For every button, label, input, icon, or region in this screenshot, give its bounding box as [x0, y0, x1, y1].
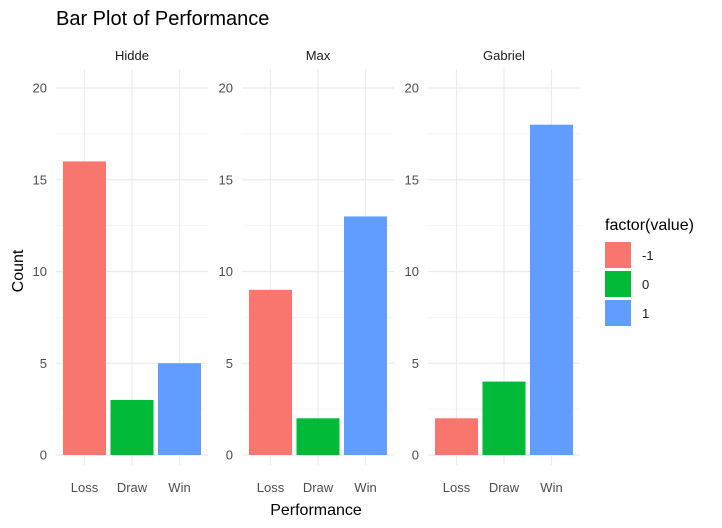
x-tick-label: Win: [540, 480, 562, 495]
y-axis-title: Count: [10, 249, 27, 292]
y-tick-label: 15: [219, 172, 233, 187]
bar-max-loss: [249, 289, 292, 455]
bar-hidde-loss: [63, 161, 106, 455]
x-tick-label: Draw: [489, 480, 520, 495]
y-tick-label: 20: [219, 81, 233, 96]
legend-key: [605, 300, 631, 326]
x-tick-label: Loss: [443, 480, 471, 495]
y-tick-label: 5: [412, 356, 419, 371]
x-tick-label: Draw: [117, 480, 148, 495]
bar-max-win: [344, 216, 387, 455]
y-tick-label: 10: [33, 264, 47, 279]
x-tick-label: Draw: [303, 480, 334, 495]
x-axis-title: Performance: [270, 502, 362, 519]
x-tick-label: Win: [354, 480, 376, 495]
y-tick-label: 10: [405, 264, 419, 279]
y-tick-label: 5: [40, 356, 47, 371]
bar-gabriel-win: [530, 124, 573, 455]
y-tick-label: 10: [219, 264, 233, 279]
legend-key: [605, 271, 631, 297]
legend: factor(value) -1 0 1: [605, 217, 694, 326]
y-tick-label: 0: [226, 448, 233, 463]
legend-label: 1: [642, 306, 649, 321]
chart-title: Bar Plot of Performance: [56, 8, 269, 30]
bar-hidde-draw: [110, 399, 154, 455]
y-tick-label: 5: [226, 356, 233, 371]
y-tick-label: 15: [33, 172, 47, 187]
x-tick-label: Loss: [257, 480, 285, 495]
y-tick-label: 15: [405, 172, 419, 187]
x-tick-label: Loss: [71, 480, 99, 495]
panel-label: Max: [306, 48, 331, 63]
legend-title: factor(value): [605, 217, 694, 234]
legend-label: 0: [642, 277, 649, 292]
panel-hidde: Hidde 0 5 10 15 20 Loss Draw Win: [33, 48, 208, 495]
bar-gabriel-loss: [435, 418, 478, 455]
y-tick-label: 0: [40, 448, 47, 463]
x-tick-label: Win: [168, 480, 190, 495]
bar-gabriel-draw: [482, 381, 526, 455]
panel-gabriel: Gabriel 0 5 10 15 20 Loss Draw Win: [405, 48, 580, 495]
y-tick-label: 0: [412, 448, 419, 463]
legend-label: -1: [642, 248, 654, 263]
bar-max-draw: [296, 418, 340, 455]
legend-key: [605, 242, 631, 268]
panels: Hidde 0 5 10 15 20 Loss Draw Win Max 0 5 10 15 20 Loss D…: [33, 48, 580, 495]
panel-label: Hidde: [115, 48, 149, 63]
panel-max: Max 0 5 10 15 20 Loss Draw Win: [219, 48, 394, 495]
y-tick-label: 20: [33, 81, 47, 96]
panel-label: Gabriel: [483, 48, 525, 63]
y-tick-label: 20: [405, 81, 419, 96]
bar-hidde-win: [158, 363, 201, 455]
